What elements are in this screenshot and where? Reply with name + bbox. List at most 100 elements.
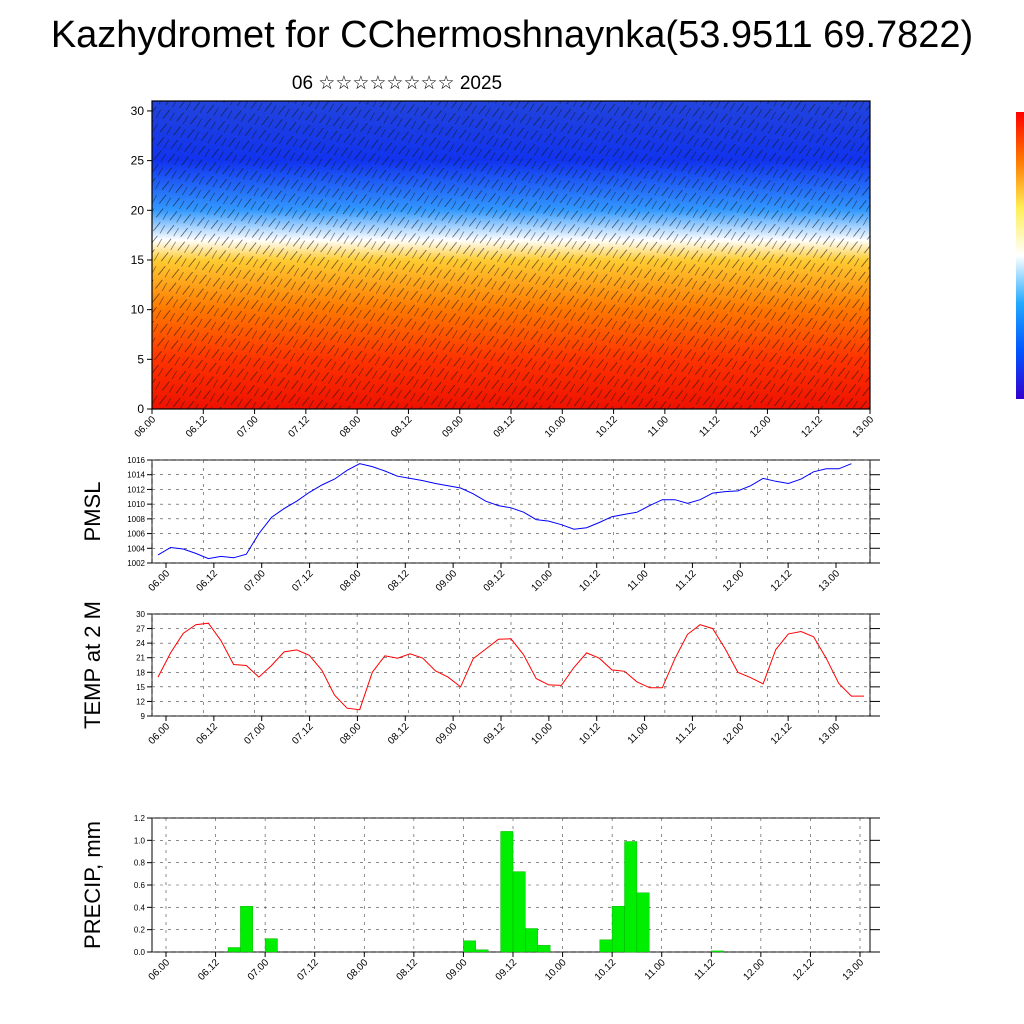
precip-bar [525, 928, 539, 953]
temp-x-tick-label: 07.12 [290, 721, 316, 747]
wind-barbs-overlay [152, 101, 870, 409]
precip-y-tick-label: 0.8 [134, 859, 146, 868]
precip-x-tick-label: 12.12 [791, 957, 817, 983]
precip-bar [599, 939, 613, 953]
chart-subtitle: 06 ☆☆☆☆☆☆☆☆ 2025 [291, 73, 503, 94]
precip-y-tick-label: 0.6 [134, 881, 146, 890]
temp-x-tick-label: 11.12 [674, 721, 699, 746]
precip-y-tick-label: 0.4 [134, 903, 146, 912]
pmsl-x-tick-label: 07.00 [242, 568, 268, 594]
temp-x-tick-label: 06.00 [147, 721, 173, 747]
pmsl-x-tick-label: 06.00 [147, 568, 173, 594]
precip-bar [500, 831, 514, 953]
heatmap-y-tick-label: 10 [131, 303, 145, 317]
heatmap-x-tick-label: 07.00 [235, 414, 261, 440]
precip-x-tick-label: 08.12 [395, 957, 421, 983]
temp-x-tick-label: 10.00 [530, 721, 556, 747]
precip-bar [611, 906, 625, 953]
pmsl-y-tick-label: 1006 [127, 530, 145, 539]
precip-bar [624, 841, 638, 953]
pmsl-y-tick-label: 1008 [127, 515, 145, 524]
pmsl-x-tick-label: 10.12 [577, 568, 603, 594]
pmsl-y-tick-label: 1002 [127, 559, 145, 568]
precip-x-tick-label: 08.00 [345, 957, 371, 983]
heatmap-x-tick-label: 11.12 [697, 414, 722, 439]
precip-bar [636, 892, 650, 953]
precip-x-tick-label: 06.12 [196, 957, 222, 983]
precip-bar [227, 947, 241, 953]
temp-x-tick-label: 08.12 [386, 721, 412, 747]
precip-bar [537, 945, 551, 953]
temp-y-tick-label: 27 [136, 625, 145, 634]
heatmap-x-tick-label: 06.00 [133, 414, 159, 440]
pmsl-x-tick-label: 10.00 [530, 568, 556, 594]
precip-x-tick-label: 10.00 [543, 957, 569, 983]
heatmap-x-tick-label: 09.00 [440, 414, 466, 440]
temp-x-tick-label: 08.00 [338, 721, 364, 747]
precip-x-tick-label: 07.00 [246, 957, 272, 983]
pmsl-x-tick-label: 13.00 [817, 568, 843, 594]
pmsl-y-tick-label: 1004 [127, 544, 145, 553]
pmsl-x-tick-label: 08.00 [338, 568, 364, 594]
precip-bar [512, 871, 526, 953]
heatmap-x-tick-label: 12.12 [799, 414, 825, 440]
temperature-chart: 9 12 15 18 21 24 27 30 06.00 06.12 07.00 07.12 08.00… [80, 601, 880, 747]
precip-bar [711, 950, 724, 953]
precip-y-tick-label: 0.0 [134, 948, 146, 957]
pmsl-x-tick-label: 09.12 [482, 568, 508, 594]
precip-x-tick-label: 07.12 [295, 957, 321, 983]
precip-y-axis-label: PRECIP, mm [80, 821, 105, 949]
temp-y-tick-label: 18 [136, 668, 145, 677]
pmsl-x-tick-label: 12.00 [721, 568, 747, 594]
temp-series-line [157, 622, 864, 711]
pmsl-x-tick-label: 12.12 [769, 568, 795, 594]
pmsl-x-tick-label: 08.12 [386, 568, 412, 594]
upper-air-cross-section: 0 5 10 15 20 25 30 06.00 06.12 07.00 07.12 08.00 08.… [131, 100, 877, 440]
temp-y-axis-label: TEMP at 2 M [80, 601, 105, 729]
precip-y-tick-label: 1.0 [134, 836, 146, 845]
temp-x-tick-label: 12.00 [721, 721, 747, 747]
temp-y-tick-label: 21 [136, 654, 145, 663]
temp-x-tick-label: 09.00 [434, 721, 460, 747]
precip-x-tick-label: 11.00 [643, 957, 668, 982]
precip-y-tick-label: 1.2 [134, 814, 146, 823]
precip-bar [240, 906, 253, 953]
pmsl-x-tick-label: 11.00 [626, 568, 651, 593]
temp-y-tick-label: 24 [136, 639, 145, 648]
heatmap-x-tick-label: 10.12 [594, 414, 620, 440]
precip-x-tick-label: 12.00 [742, 957, 768, 983]
heatmap-x-tick-label: 10.00 [543, 414, 569, 440]
precip-x-tick-label: 13.00 [841, 957, 867, 983]
temp-y-tick-label: 9 [141, 712, 146, 721]
pmsl-y-tick-label: 1010 [127, 500, 145, 509]
temp-x-tick-label: 09.12 [482, 721, 508, 747]
heatmap-x-tick-label: 07.12 [287, 414, 313, 440]
temp-x-tick-label: 11.00 [626, 721, 651, 746]
temp-x-tick-label: 12.12 [769, 721, 795, 747]
precip-x-tick-label: 09.12 [494, 957, 520, 983]
precip-x-tick-label: 09.00 [444, 957, 470, 983]
precip-x-tick-label: 06.00 [147, 957, 173, 983]
temp-y-tick-label: 12 [136, 697, 145, 706]
temp-y-tick-label: 30 [136, 610, 145, 619]
pmsl-y-axis-label: PMSL [80, 482, 105, 542]
precip-y-tick-label: 0.2 [134, 926, 146, 935]
pmsl-chart: 1002 1004 1006 1008 1010 1012 1014 1016 06.00 06.… [80, 456, 880, 594]
heatmap-y-tick-label: 15 [131, 253, 145, 267]
precip-bar [475, 949, 489, 953]
precip-bar [264, 938, 278, 953]
heatmap-x-tick-label: 13.00 [851, 414, 877, 440]
pmsl-y-tick-label: 1012 [127, 485, 145, 494]
temp-y-tick-label: 15 [136, 683, 145, 692]
temp-x-tick-label: 06.12 [195, 721, 221, 747]
heatmap-x-tick-label: 08.00 [338, 414, 364, 440]
heatmap-x-tick-label: 09.12 [492, 414, 518, 440]
heatmap-x-tick-label: 11.00 [646, 414, 671, 439]
heatmap-y-tick-label: 30 [131, 104, 145, 118]
pmsl-x-tick-label: 06.12 [195, 568, 221, 594]
heatmap-x-tick-label: 08.12 [389, 414, 415, 440]
heatmap-x-tick-label: 12.00 [748, 414, 774, 440]
colorbar [1016, 112, 1024, 399]
pmsl-frame [151, 459, 871, 564]
